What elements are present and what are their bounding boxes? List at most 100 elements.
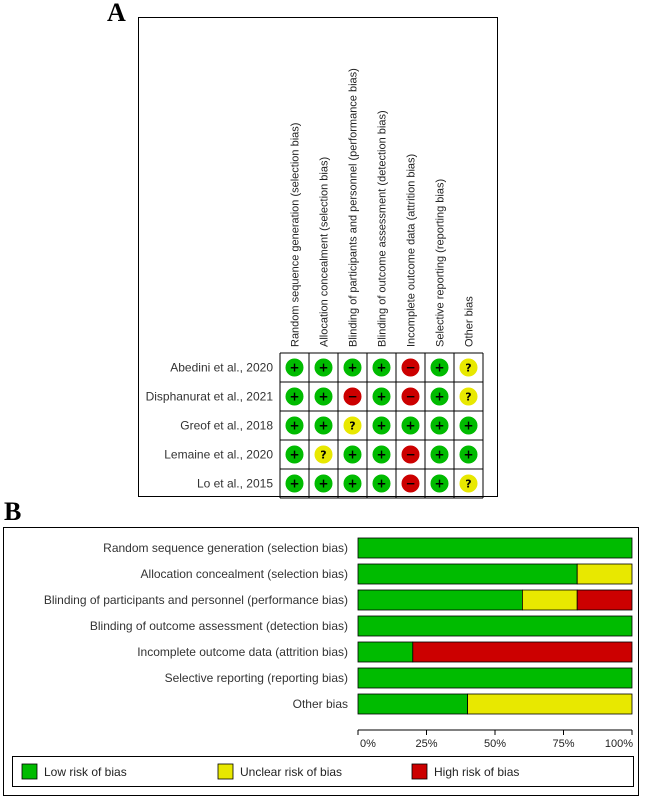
rating-dot-low: [430, 358, 449, 377]
rating-symbol-low: +: [463, 448, 473, 462]
rating-dot-low: [285, 416, 304, 435]
rating-dot-low: [372, 416, 391, 435]
bar-segment-high: [412, 641, 633, 663]
rating-dot-unclear: [343, 416, 362, 435]
rating-symbol-unclear: ?: [465, 391, 471, 404]
rating-symbol-low: +: [318, 361, 328, 375]
bar-segment-high: [576, 589, 633, 611]
rating-symbol-low: +: [347, 448, 357, 462]
legend-label-high: High risk of bias: [434, 765, 519, 779]
rating-symbol-low: +: [318, 477, 328, 491]
bar-segment-low: [357, 615, 633, 637]
rating-symbol-low: +: [434, 448, 444, 462]
domain-header-label: Selective reporting (reporting bias): [435, 179, 447, 347]
study-label: Disphanurat et al., 2021: [146, 390, 274, 404]
rating-symbol-low: +: [434, 419, 444, 433]
rating-dot-unclear: [459, 358, 478, 377]
domain-header-label: Other bias: [464, 296, 476, 347]
rating-dot-low: [285, 387, 304, 406]
domain-header-label: Incomplete outcome data (attrition bias): [406, 154, 418, 347]
rating-dot-low: [459, 445, 478, 464]
rating-symbol-high: −: [405, 361, 415, 375]
legend-swatch-low: [21, 763, 38, 780]
x-tick-label: 75%: [552, 738, 574, 750]
bar-segment-low: [357, 537, 633, 559]
category-label: Incomplete outcome data (attrition bias): [137, 645, 348, 659]
rating-symbol-unclear: ?: [465, 362, 471, 375]
rating-symbol-low: +: [318, 390, 328, 404]
rating-symbol-unclear: ?: [320, 449, 326, 462]
rating-dot-high: [401, 358, 420, 377]
rating-dot-unclear: [314, 445, 333, 464]
rating-symbol-low: +: [463, 419, 473, 433]
rating-symbol-low: +: [405, 419, 415, 433]
rating-dot-low: [430, 445, 449, 464]
rating-symbol-low: +: [376, 477, 386, 491]
x-tick-label: 100%: [605, 738, 633, 750]
rating-dot-low: [314, 416, 333, 435]
rating-dot-low: [285, 474, 304, 493]
x-tick-label: 0%: [360, 738, 376, 750]
category-label: Blinding of outcome assessment (detectio…: [90, 619, 348, 633]
rating-dot-unclear: [459, 474, 478, 493]
study-label: Greof et al., 2018: [180, 419, 273, 433]
category-label: Selective reporting (reporting bias): [165, 671, 348, 685]
rating-dot-low: [401, 416, 420, 435]
rating-dot-low: [285, 358, 304, 377]
legend-label-low: Low risk of bias: [44, 765, 127, 779]
rating-dot-low: [285, 445, 304, 464]
bar-segment-low: [357, 563, 578, 585]
x-tick-label: 50%: [484, 738, 506, 750]
rating-dot-low: [343, 358, 362, 377]
rating-dot-low: [314, 358, 333, 377]
rating-dot-high: [401, 474, 420, 493]
rating-symbol-high: −: [405, 477, 415, 491]
bar-segment-unclear: [467, 693, 633, 715]
panel-b-label: B: [4, 497, 22, 526]
graph-frame: [3, 527, 639, 796]
domain-header-label: Allocation concealment (selection bias): [319, 157, 331, 347]
domain-header-label: Random sequence generation (selection bi…: [290, 123, 302, 347]
rating-symbol-low: +: [289, 419, 299, 433]
rating-symbol-low: +: [376, 390, 386, 404]
category-label: Other bias: [293, 697, 348, 711]
rating-dot-high: [343, 387, 362, 406]
rating-symbol-low: +: [376, 361, 386, 375]
bar-segment-low: [357, 667, 633, 689]
rating-symbol-high: −: [405, 390, 415, 404]
rating-symbol-low: +: [289, 477, 299, 491]
rating-symbol-low: +: [376, 419, 386, 433]
rating-symbol-low: +: [289, 448, 299, 462]
rating-dot-low: [343, 445, 362, 464]
rating-symbol-unclear: ?: [349, 420, 355, 433]
rating-dot-low: [430, 416, 449, 435]
rating-symbol-low: +: [347, 477, 357, 491]
rating-symbol-low: +: [434, 361, 444, 375]
rating-dot-low: [372, 358, 391, 377]
rating-symbol-low: +: [289, 361, 299, 375]
legend-box: [12, 756, 634, 787]
domain-header-label: Blinding of outcome assessment (detectio…: [377, 110, 389, 347]
bar-segment-low: [357, 589, 523, 611]
legend-swatch-high: [411, 763, 428, 780]
study-label: Abedini et al., 2020: [170, 361, 273, 375]
bar-segment-low: [357, 641, 414, 663]
rating-dot-low: [372, 387, 391, 406]
rating-symbol-low: +: [318, 419, 328, 433]
panel-a-label: A: [107, 0, 126, 27]
category-label: Random sequence generation (selection bi…: [103, 541, 348, 555]
rating-dot-low: [314, 387, 333, 406]
rating-symbol-low: +: [434, 477, 444, 491]
bar-segment-unclear: [522, 589, 578, 611]
rating-dot-low: [459, 416, 478, 435]
rating-symbol-high: −: [405, 448, 415, 462]
rating-dot-low: [430, 474, 449, 493]
rating-dot-high: [401, 387, 420, 406]
domain-header-label: Blinding of participants and personnel (…: [348, 68, 360, 347]
bar-segment-unclear: [576, 563, 633, 585]
rating-symbol-unclear: ?: [465, 478, 471, 491]
rating-dot-low: [372, 474, 391, 493]
rating-dot-low: [314, 474, 333, 493]
study-label: Lo et al., 2015: [197, 477, 273, 491]
